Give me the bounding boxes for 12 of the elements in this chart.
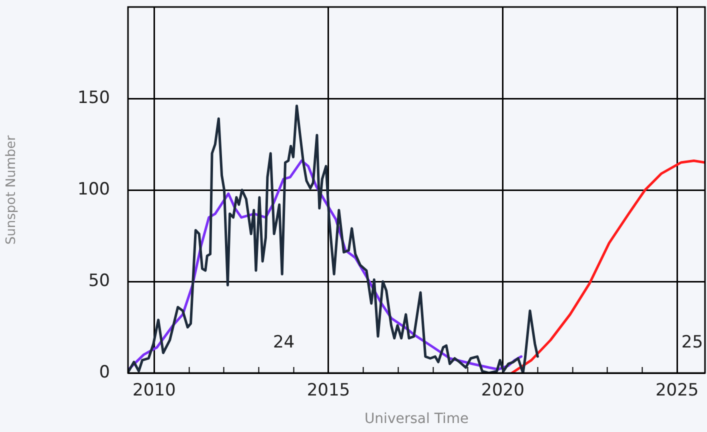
annotation: 24	[272, 332, 295, 352]
x-axis-title: Universal Time	[364, 411, 469, 428]
x-tick-label: 2015	[306, 380, 350, 401]
x-tick-label: 2025	[655, 380, 699, 401]
y-tick-label: 50	[88, 270, 110, 291]
annotation: 25	[681, 332, 704, 352]
y-tick-label: 0	[99, 362, 110, 382]
y-tick-label: 150	[78, 88, 110, 108]
x-tick-label: 2010	[132, 380, 176, 401]
x-tick-label: 2020	[481, 380, 524, 401]
y-axis-title: Sunspot Number	[4, 134, 20, 245]
y-tick-label: 100	[78, 179, 110, 200]
